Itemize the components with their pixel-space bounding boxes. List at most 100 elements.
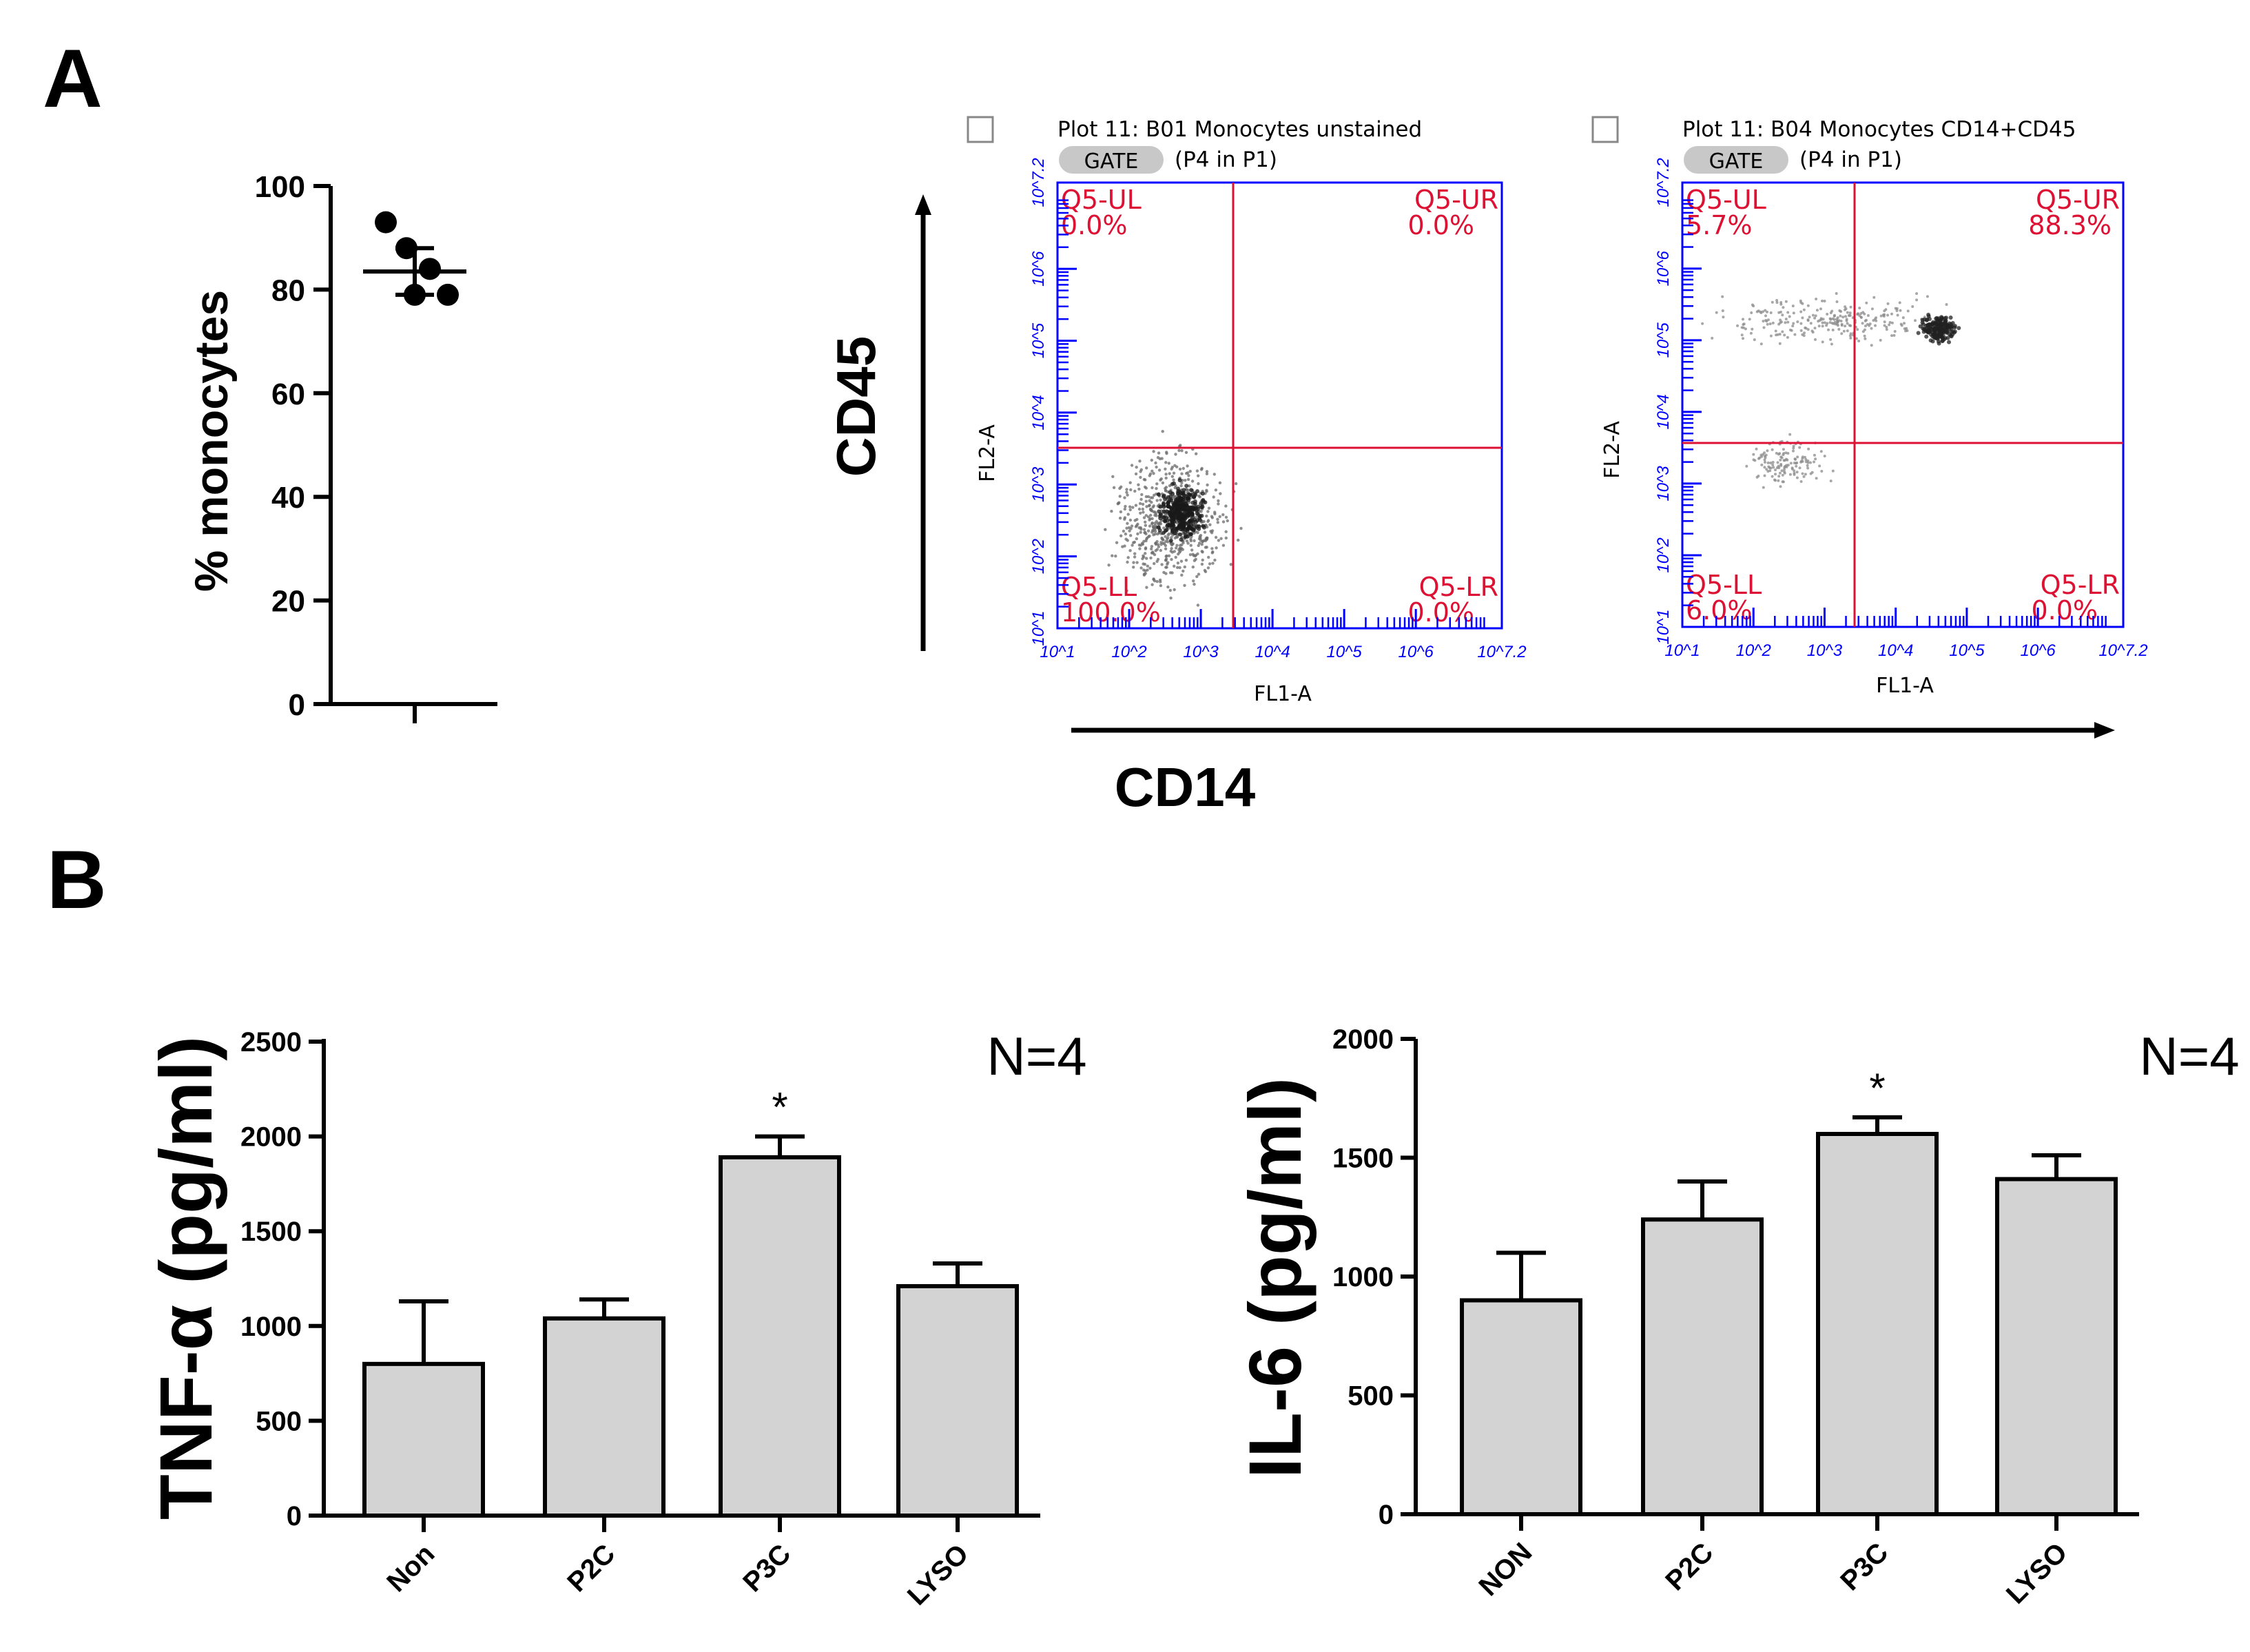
flow1-event [1175, 465, 1179, 468]
flow1-event [1128, 508, 1132, 512]
flow2-event [1791, 324, 1795, 328]
flow2-event [1775, 333, 1778, 337]
flow1-event [1203, 568, 1207, 572]
flow2-event [1837, 328, 1841, 331]
flow2-event [1861, 322, 1864, 325]
flow2-event [1829, 338, 1833, 341]
flow1-event [1126, 493, 1129, 497]
flow2-event [1793, 469, 1796, 473]
flow1-event [1122, 529, 1126, 533]
flow2-event [1789, 462, 1793, 465]
flow-arrows: CD45 CD14 [825, 194, 2115, 818]
flow1-event [1139, 511, 1142, 515]
flow1-event [1155, 514, 1158, 517]
flow2-event [1939, 315, 1944, 320]
flow2-event [1865, 301, 1868, 304]
flow2-event [1895, 309, 1899, 312]
flow1-event [1104, 528, 1107, 531]
flow1-event [1180, 481, 1184, 485]
flow2-event [1916, 331, 1921, 335]
flow2-event [1846, 329, 1849, 333]
flow1-event [1216, 521, 1220, 524]
flow1-event [1219, 492, 1222, 495]
flow1-event [1157, 509, 1162, 514]
flow1-event [1107, 564, 1111, 567]
flow2-event [1782, 459, 1786, 462]
panel-label-b: B [47, 834, 107, 926]
mono-y-tick-label: 100 [255, 170, 305, 204]
flow1-event [1110, 509, 1113, 513]
flow2-event [1801, 316, 1804, 320]
flow1-event [1154, 541, 1157, 545]
flow2-event [1764, 461, 1766, 464]
flow1-event [1134, 525, 1138, 528]
flow2-event [1771, 475, 1774, 478]
flow2-event [1918, 324, 1923, 329]
flow1-event [1210, 515, 1214, 518]
flow2-event [1781, 473, 1784, 477]
flow1-event [1150, 469, 1154, 473]
flow1-event [1162, 509, 1166, 514]
flow2-event [1790, 466, 1794, 470]
flow2-event [1947, 340, 1951, 344]
flow1-y-tick-label: 10^6 [1029, 251, 1048, 287]
flow1-event [1197, 494, 1201, 498]
flow2-event [1945, 303, 1948, 306]
flow2-event [1771, 461, 1775, 464]
flow2-event [1882, 315, 1886, 318]
flow2-event [1715, 311, 1718, 314]
flow1-event [1154, 461, 1157, 465]
flow1-event [1179, 559, 1184, 563]
flow1-event [1128, 481, 1132, 484]
flow2-ll-name: Q5-LL [1686, 570, 1762, 600]
flow2-event [1806, 466, 1810, 470]
flow1-event [1160, 563, 1164, 566]
flow1-event [1164, 544, 1168, 548]
flow1-event [1204, 537, 1208, 541]
flow2-event [1778, 333, 1782, 336]
il6-bar [1995, 1177, 2118, 1517]
flow1-event [1144, 552, 1147, 555]
flow1-ur-name: Q5-UR [1414, 185, 1498, 215]
flow1-event [1123, 507, 1127, 511]
flow1-event [1147, 504, 1151, 508]
flow2-event [1848, 324, 1851, 327]
il6-chart: IL-6 (pg/ml) N=4 0 500 1000 1500 2000 NON P2C… [1233, 1024, 2240, 1610]
flow1-event [1179, 496, 1184, 501]
flow2-event [1856, 328, 1859, 331]
flow2-event [1786, 320, 1790, 324]
flow1-event [1157, 522, 1162, 526]
flow2-y-tick-label: 10^5 [1654, 322, 1673, 358]
flow2-event [1809, 461, 1812, 464]
flow1-event [1152, 577, 1155, 581]
flow2-event [1859, 312, 1863, 315]
flow2-y-tick-label: 10^6 [1654, 251, 1673, 287]
flow2-event [1892, 333, 1896, 337]
flow1-event [1173, 508, 1177, 513]
flow2-event [1762, 310, 1764, 313]
flow1-event [1145, 537, 1148, 541]
flow1-event [1199, 501, 1204, 506]
flow1-event [1127, 526, 1131, 530]
flow1-event [1152, 450, 1155, 453]
flow1-event [1181, 521, 1186, 526]
flow1-checkbox[interactable] [967, 116, 994, 143]
flow1-event [1170, 571, 1174, 575]
flow2-event [1768, 466, 1771, 469]
flow2-event [1840, 332, 1844, 335]
flow1-event [1211, 550, 1215, 554]
flow2-event [1792, 446, 1795, 450]
tnf-y-tick-label: 0 [287, 1501, 302, 1531]
flow2-event [1782, 448, 1785, 451]
cd45-axis-title: CD45 [825, 336, 887, 477]
flow1-event [1156, 525, 1161, 530]
mono-data-point [375, 211, 397, 234]
flow1-events [1104, 430, 1243, 607]
flow2-gate-badge [1684, 146, 1788, 174]
flow2-event [1840, 324, 1844, 327]
flow2-event [1957, 326, 1961, 331]
flow1-event [1195, 511, 1199, 516]
flow2-checkbox[interactable] [1591, 116, 1619, 143]
flow1-x-channel: FL1-A [1254, 682, 1312, 706]
flow1-event [1181, 466, 1186, 471]
